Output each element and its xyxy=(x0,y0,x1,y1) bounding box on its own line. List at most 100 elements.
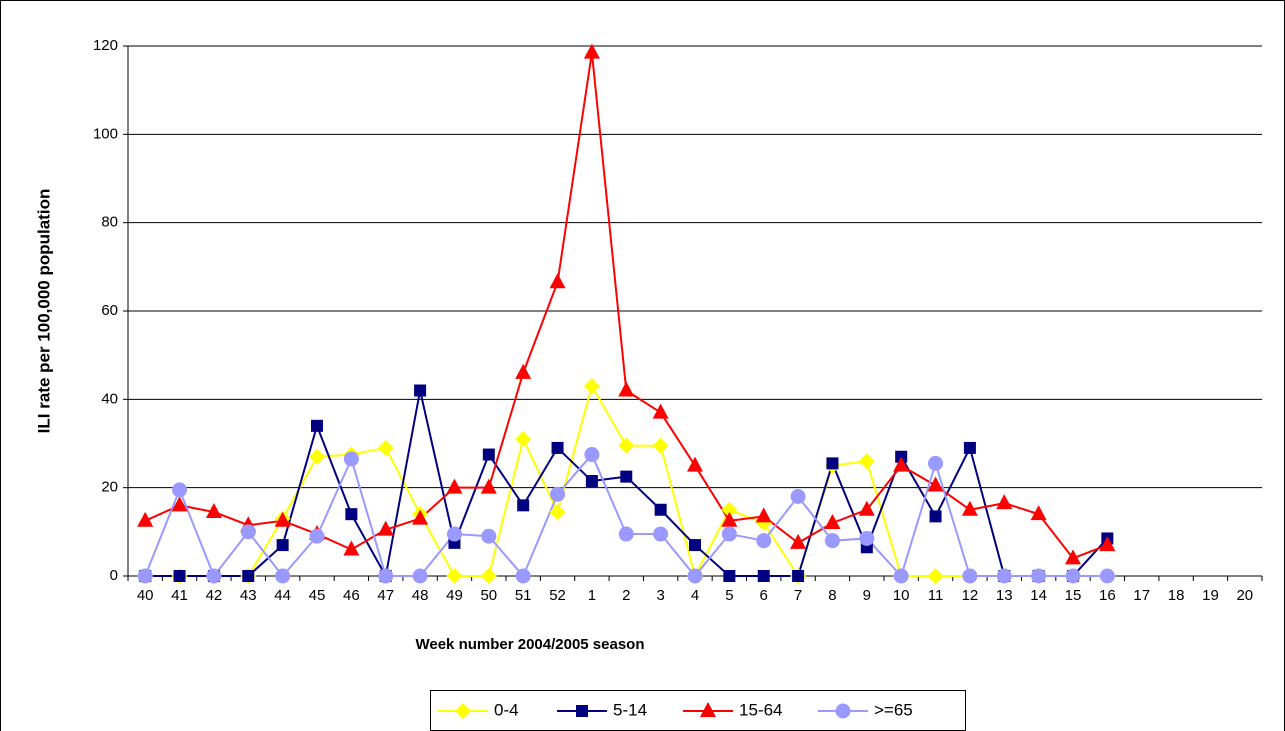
marker xyxy=(654,503,667,516)
x-tick-label: 10 xyxy=(893,587,910,604)
marker xyxy=(1099,536,1116,552)
x-tick-label: 7 xyxy=(794,587,802,604)
marker xyxy=(927,568,944,584)
marker xyxy=(700,702,716,717)
x-tick-label: 48 xyxy=(412,587,429,604)
y-tick-label: 40 xyxy=(101,390,118,407)
marker xyxy=(550,486,566,502)
marker xyxy=(620,470,633,483)
marker xyxy=(790,533,807,549)
x-tick-label: 2 xyxy=(622,587,630,604)
x-tick-label: 1 xyxy=(588,587,596,604)
marker xyxy=(583,43,600,59)
marker xyxy=(515,568,531,584)
marker xyxy=(515,431,532,448)
x-tick-label: 11 xyxy=(928,587,944,604)
marker xyxy=(275,568,291,584)
marker xyxy=(583,378,600,395)
marker xyxy=(242,570,255,582)
marker xyxy=(792,570,805,582)
x-tick-label: 14 xyxy=(1030,587,1047,604)
x-tick-label: 19 xyxy=(1202,587,1219,604)
x-tick-label: 50 xyxy=(480,587,497,604)
x-tick-label: 17 xyxy=(1133,587,1150,604)
marker xyxy=(929,510,942,523)
marker xyxy=(377,520,394,536)
marker xyxy=(996,568,1012,584)
marker xyxy=(927,476,944,492)
marker xyxy=(618,526,634,542)
y-tick-label: 120 xyxy=(93,37,118,54)
marker xyxy=(996,494,1013,510)
x-tick-label: 49 xyxy=(446,587,463,604)
marker xyxy=(549,503,566,520)
marker xyxy=(962,568,978,584)
legend-label: 0-4 xyxy=(494,700,519,719)
marker xyxy=(652,403,669,419)
marker xyxy=(584,447,600,463)
x-tick-label: 8 xyxy=(828,587,836,604)
marker xyxy=(1030,505,1047,521)
x-tick-label: 43 xyxy=(240,587,257,604)
x-tick-label: 44 xyxy=(274,587,291,604)
marker xyxy=(928,455,944,471)
marker xyxy=(240,524,256,540)
x-tick-label: 45 xyxy=(309,587,326,604)
marker xyxy=(549,273,566,289)
marker xyxy=(171,496,188,512)
marker xyxy=(551,441,564,454)
marker xyxy=(309,528,325,544)
y-axis-title: ILI rate per 100,000 population xyxy=(34,189,53,434)
marker xyxy=(414,384,427,397)
marker xyxy=(721,501,738,518)
marker xyxy=(205,502,222,518)
marker xyxy=(311,419,323,432)
marker xyxy=(481,528,497,544)
marker xyxy=(446,526,462,542)
x-tick-label: 18 xyxy=(1168,587,1185,604)
marker xyxy=(480,478,497,494)
marker xyxy=(343,540,360,556)
marker xyxy=(377,439,394,456)
marker xyxy=(790,489,806,504)
legend-label: 5-14 xyxy=(613,700,647,719)
y-tick-label: 60 xyxy=(101,302,118,319)
x-tick-label: 6 xyxy=(760,587,768,604)
marker xyxy=(824,514,841,529)
x-tick-label: 5 xyxy=(725,587,733,604)
marker xyxy=(412,509,429,525)
marker xyxy=(721,511,738,527)
marker xyxy=(343,451,359,467)
x-tick-label: 9 xyxy=(863,587,871,604)
marker xyxy=(206,568,222,584)
marker xyxy=(652,437,669,454)
marker xyxy=(515,363,532,379)
marker xyxy=(517,499,530,512)
marker xyxy=(172,482,188,498)
marker xyxy=(1031,568,1047,584)
marker xyxy=(137,568,153,584)
marker xyxy=(721,526,737,542)
y-tick-label: 20 xyxy=(101,479,118,496)
x-tick-label: 16 xyxy=(1099,587,1116,604)
marker xyxy=(446,478,463,494)
x-tick-label: 42 xyxy=(206,587,223,604)
marker xyxy=(1065,549,1081,565)
x-tick-label: 47 xyxy=(377,587,394,604)
legend-label: 15-64 xyxy=(739,700,782,719)
marker xyxy=(757,570,770,582)
x-tick-label: 15 xyxy=(1065,587,1082,604)
marker xyxy=(446,568,463,584)
marker xyxy=(1099,568,1115,584)
marker xyxy=(835,703,851,719)
marker xyxy=(173,570,186,582)
marker xyxy=(723,570,736,582)
x-tick-label: 52 xyxy=(549,587,566,604)
marker xyxy=(618,381,635,397)
marker xyxy=(756,533,772,549)
marker xyxy=(824,533,840,549)
marker xyxy=(412,568,428,584)
marker xyxy=(893,456,910,472)
